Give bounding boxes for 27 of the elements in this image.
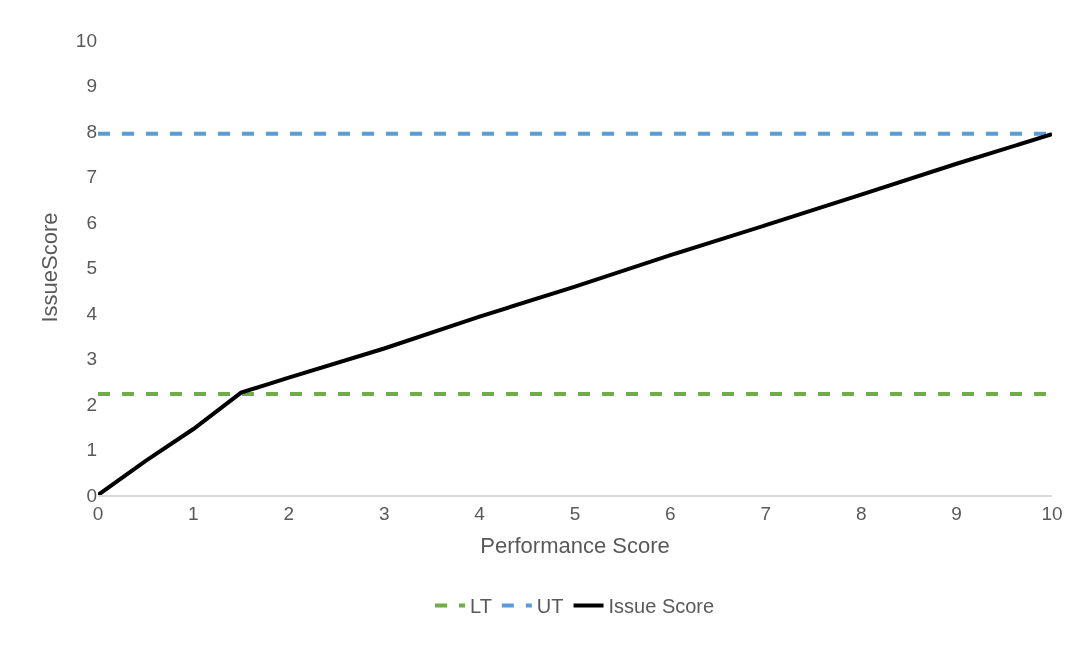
x-tick-label: 7	[760, 502, 772, 524]
y-tick-label: 3	[86, 348, 97, 370]
x-tick-label: 10	[1041, 502, 1063, 524]
x-tick-label: 2	[283, 502, 295, 524]
y-tick-label: 4	[86, 302, 98, 324]
y-tick-label: 2	[86, 393, 97, 415]
x-axis-title: Performance Score	[480, 533, 670, 559]
y-tick-label: 0	[86, 484, 97, 506]
y-tick-label: 10	[75, 29, 97, 51]
line-series	[98, 132, 1052, 495]
y-tick-label: 6	[86, 211, 97, 233]
y-tick-label: 7	[86, 166, 97, 188]
x-tick-label: 8	[855, 502, 867, 524]
x-tick-label: 4	[474, 502, 486, 524]
x-tick-label: 9	[951, 502, 962, 524]
y-tick-label: 9	[86, 75, 97, 97]
legend-label: LT	[470, 595, 492, 618]
y-tick-label: 5	[86, 257, 97, 279]
legend-label: UT	[536, 595, 564, 618]
x-tick-label: 1	[188, 502, 199, 524]
legend-label: Issue Score	[608, 595, 715, 618]
x-tick-label: 5	[569, 502, 581, 524]
x-tick-label: 3	[378, 502, 390, 524]
y-tick-label: 1	[86, 439, 97, 461]
y-axis-title: IssueScore	[36, 212, 62, 323]
x-tick-label: 6	[665, 502, 676, 524]
y-tick-label: 8	[86, 120, 97, 142]
